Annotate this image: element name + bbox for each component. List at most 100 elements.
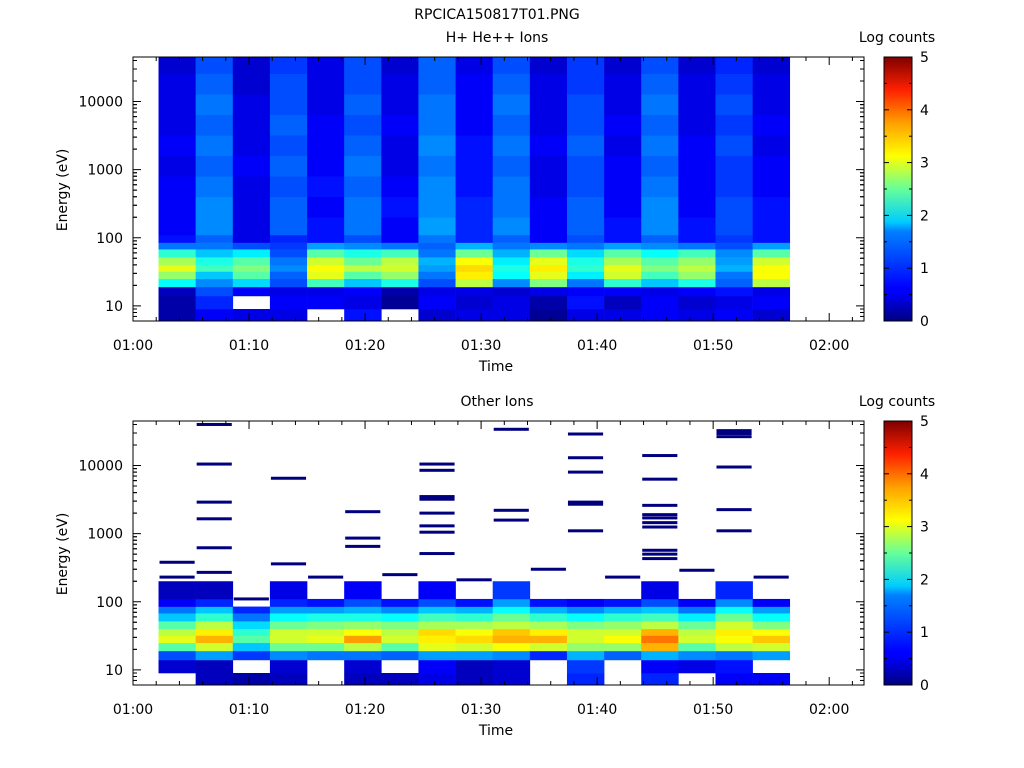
count-line <box>382 573 418 577</box>
count-line <box>567 470 604 474</box>
heatmap-cell <box>269 295 308 310</box>
heatmap-cell <box>641 628 679 636</box>
heatmap-cell <box>455 176 493 198</box>
heatmap-cell <box>455 606 493 614</box>
heatmap-cell <box>307 257 345 266</box>
heatmap-cell <box>418 286 456 297</box>
y-tick-label: 1000 <box>87 527 123 543</box>
heatmap-cell <box>269 278 308 288</box>
heatmap-cell <box>307 613 345 622</box>
heatmap-cell <box>566 196 605 218</box>
heatmap-cell <box>232 642 271 652</box>
count-line <box>753 575 789 579</box>
heatmap-cell <box>678 642 716 652</box>
heatmap-cell <box>604 57 642 74</box>
heatmap-cell <box>641 598 679 607</box>
count-line <box>196 422 232 426</box>
heatmap-cell <box>269 249 308 258</box>
heatmap-cell <box>232 234 271 243</box>
heatmap-cell <box>641 650 679 661</box>
heatmap-cell <box>566 73 605 95</box>
heatmap-cell <box>492 621 531 630</box>
heatmap-cell <box>641 642 679 652</box>
panel-bottom-cells <box>158 581 791 686</box>
heatmap-cell <box>344 621 382 630</box>
heatmap-cell <box>492 613 531 622</box>
heatmap-cell <box>232 271 271 280</box>
heatmap-cell <box>418 659 456 674</box>
heatmap-cell <box>455 73 493 95</box>
heatmap-cell <box>678 114 716 136</box>
heatmap-cell <box>418 309 456 322</box>
count-line <box>530 567 566 571</box>
heatmap-cell <box>381 642 419 652</box>
x-tick-label: 01:00 <box>113 338 153 354</box>
panel-bottom-frame <box>132 420 865 686</box>
heatmap-cell <box>715 278 753 288</box>
heatmap-cell <box>752 278 791 288</box>
heatmap-cell <box>641 621 679 630</box>
heatmap-cell <box>529 628 568 636</box>
heatmap-cell <box>381 621 419 630</box>
heatmap-cell <box>641 295 679 310</box>
heatmap-cell <box>381 94 419 116</box>
heatmap-cell <box>195 628 234 636</box>
heatmap-cell <box>752 234 791 243</box>
heatmap-cell <box>715 155 753 177</box>
heatmap-cell <box>455 309 493 322</box>
heatmap-cell <box>678 659 716 674</box>
x-tick-label: 01:00 <box>113 702 153 718</box>
heatmap-cell <box>529 249 568 258</box>
heatmap-cell <box>381 650 419 661</box>
heatmap-cell <box>604 606 642 614</box>
heatmap-cell <box>492 628 531 636</box>
heatmap-cell <box>307 598 345 607</box>
x-tick-label: 02:00 <box>809 702 849 718</box>
heatmap-cell <box>195 114 234 136</box>
heatmap-cell <box>381 196 419 218</box>
colorbar-tick-label: 4 <box>920 467 929 483</box>
heatmap-cell <box>566 642 605 652</box>
heatmap-cell <box>381 176 419 198</box>
heatmap-cell <box>641 659 679 674</box>
heatmap-cell <box>158 114 196 136</box>
count-line <box>419 468 455 472</box>
heatmap-cell <box>232 621 271 630</box>
panel-bottom-yaxis: 10 100 1000 10000 <box>78 423 864 686</box>
heatmap-cell <box>641 176 679 198</box>
heatmap-cell <box>566 217 605 236</box>
heatmap-cell <box>307 628 345 636</box>
heatmap-cell <box>641 606 679 614</box>
heatmap-cell <box>418 295 456 310</box>
heatmap-cell <box>381 286 419 297</box>
heatmap-cell <box>529 642 568 652</box>
heatmap-cell <box>678 217 716 236</box>
heatmap-cell <box>604 635 642 644</box>
heatmap-cell <box>455 635 493 644</box>
heatmap-cell <box>269 650 308 661</box>
heatmap-cell <box>678 309 716 322</box>
heatmap-cell <box>455 114 493 136</box>
heatmap-cell <box>232 217 271 236</box>
heatmap-cell <box>752 635 791 644</box>
count-line <box>642 513 678 517</box>
heatmap-cell <box>678 176 716 198</box>
heatmap-cell <box>492 249 531 258</box>
heatmap-cell <box>604 73 642 95</box>
heatmap-cell <box>307 264 345 272</box>
count-line <box>270 476 307 480</box>
heatmap-cell <box>455 234 493 243</box>
heatmap-cell <box>566 628 605 636</box>
heatmap-cell <box>381 234 419 243</box>
heatmap-cell <box>715 621 753 630</box>
x-tick-label: 01:50 <box>693 338 733 354</box>
heatmap-cell <box>715 642 753 652</box>
heatmap-cell <box>529 606 568 614</box>
heatmap-cell <box>195 135 234 157</box>
x-tick-label: 01:30 <box>461 702 501 718</box>
count-line <box>419 511 455 515</box>
heatmap-cell <box>715 242 753 250</box>
heatmap-cell <box>418 673 456 686</box>
heatmap-cell <box>418 635 456 644</box>
heatmap-cell <box>158 635 196 644</box>
